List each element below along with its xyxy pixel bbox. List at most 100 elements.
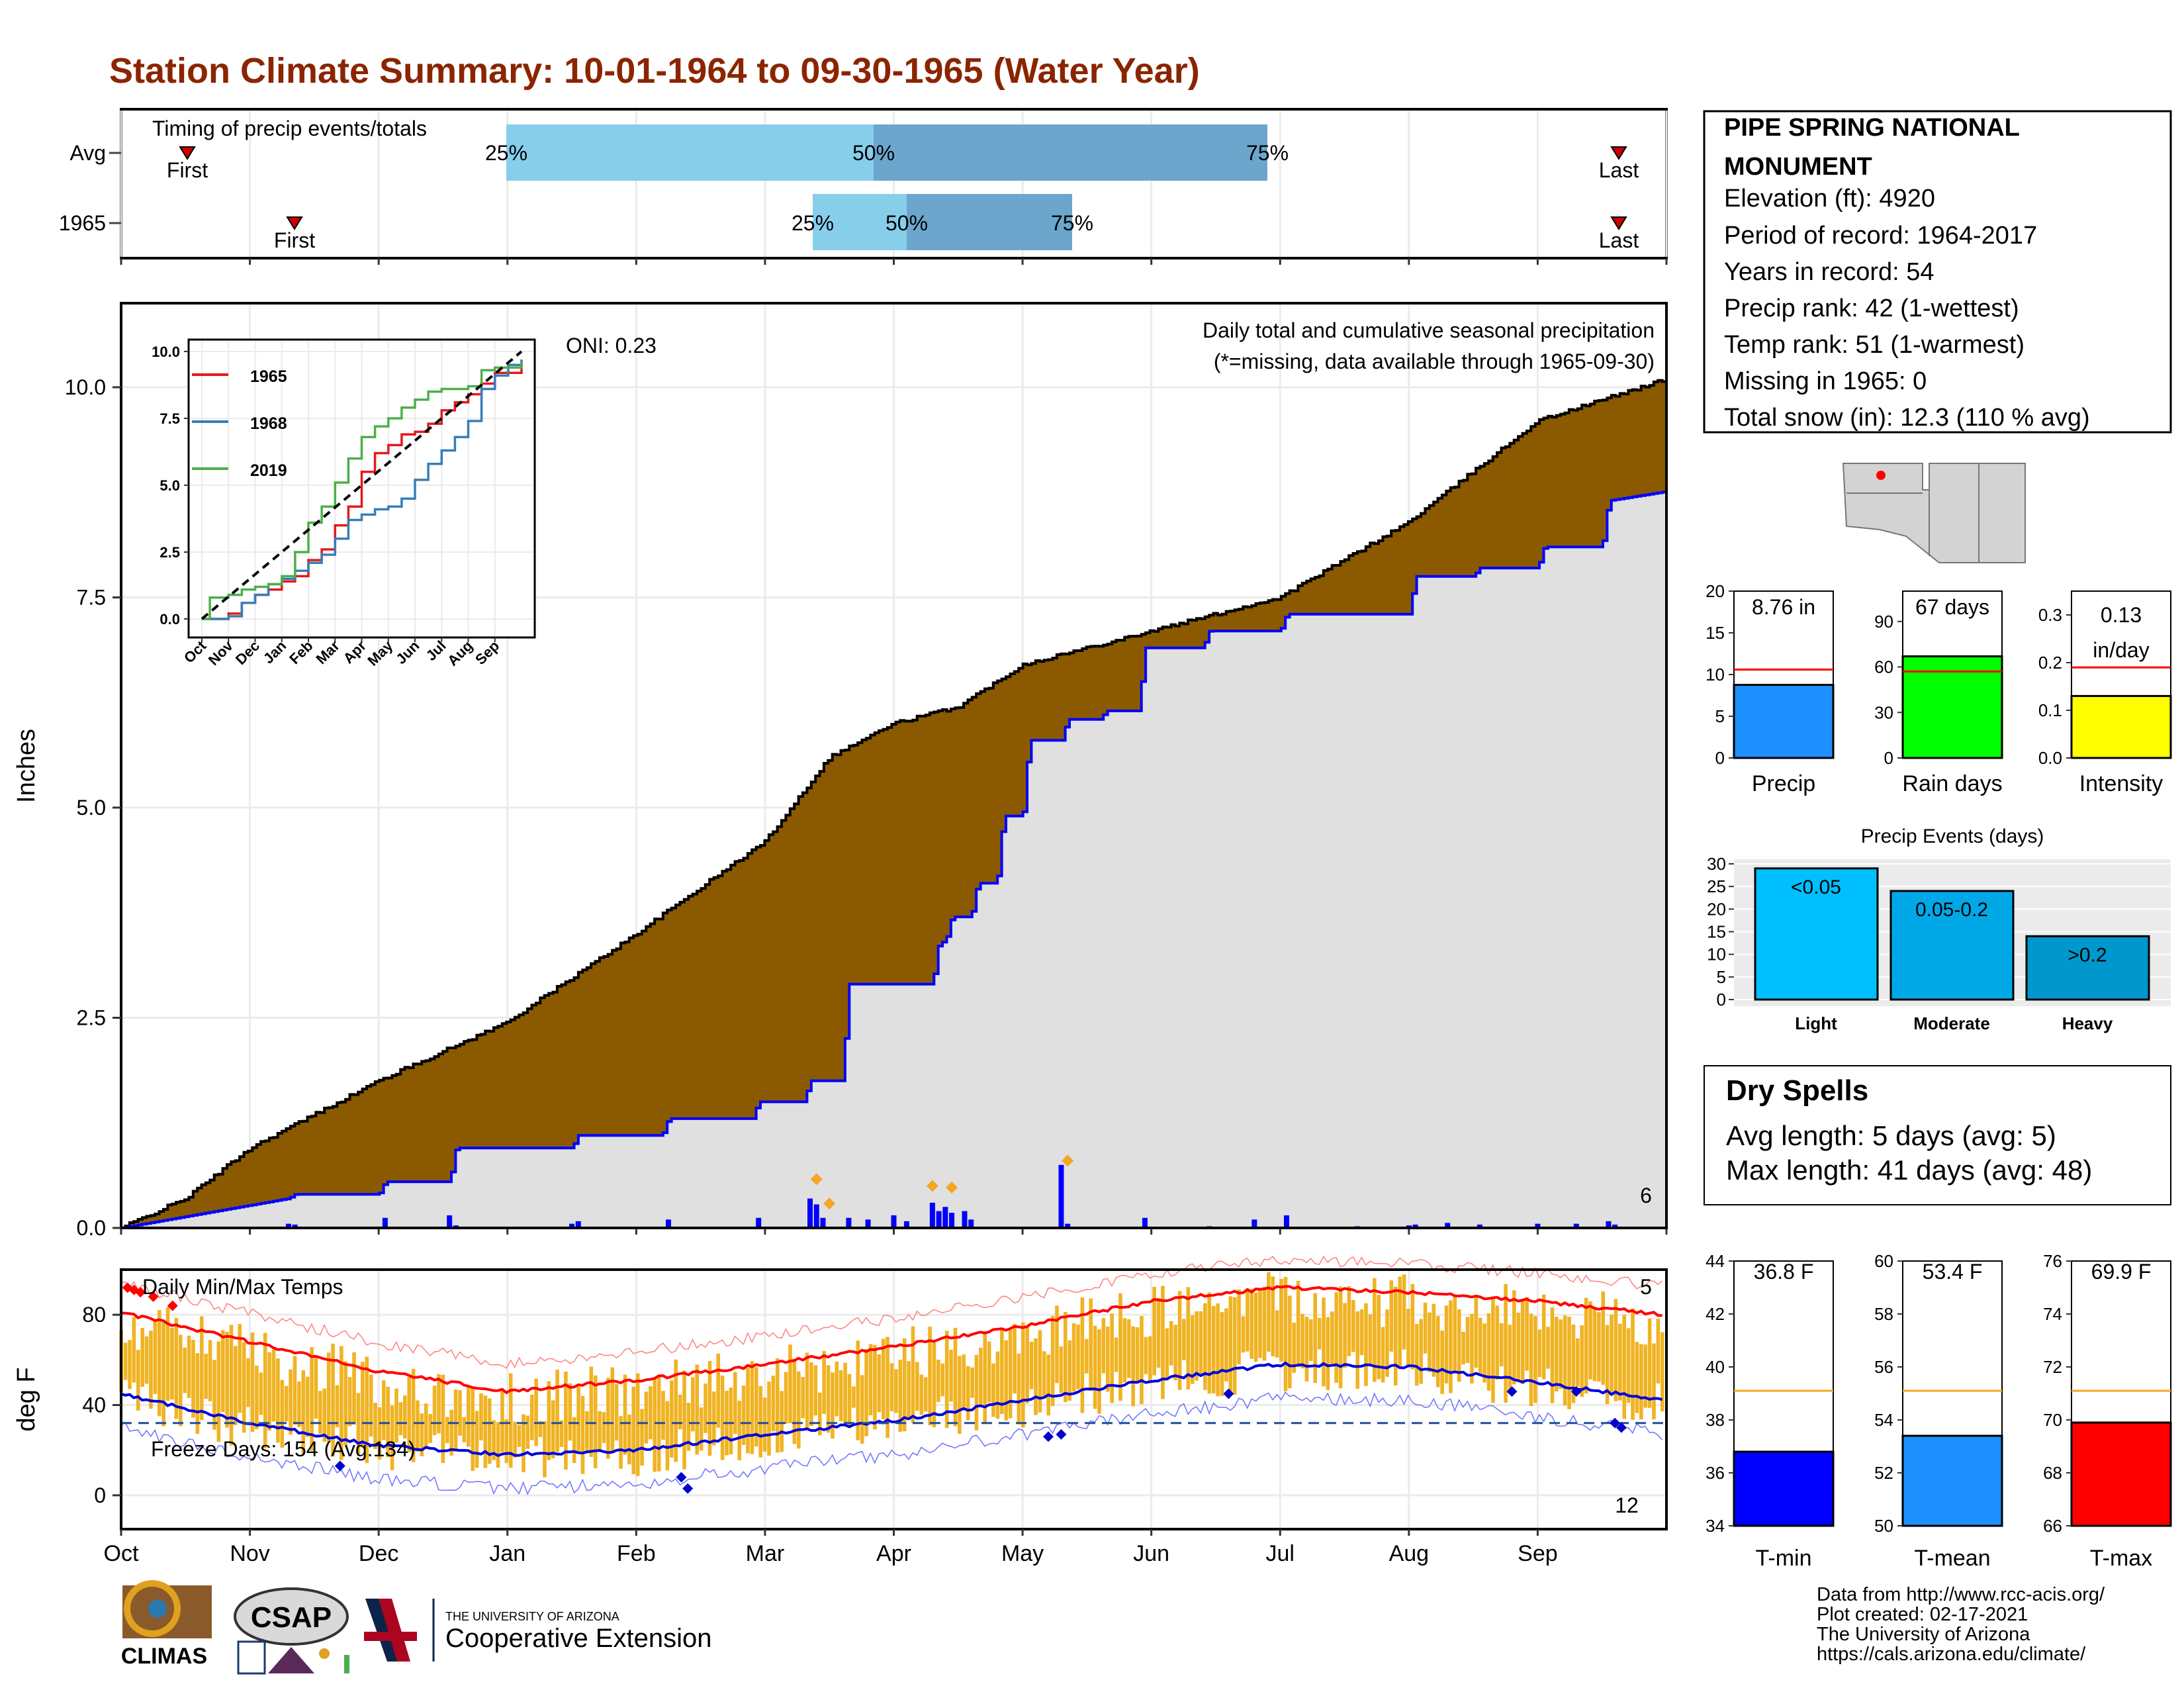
- temp-day-bar: [589, 1366, 594, 1457]
- temp-day-bar: [1046, 1354, 1050, 1416]
- temp-day-bar: [661, 1391, 665, 1440]
- temp-day-bar: [1021, 1322, 1025, 1428]
- temp-day-bar: [377, 1407, 382, 1460]
- precip-day-bar: [929, 1202, 935, 1228]
- temp-day-bar: [199, 1316, 204, 1421]
- page-title: Station Climate Summary: 10-01-1964 to 0…: [109, 51, 1200, 91]
- summary-value-text-unit: in/day: [2093, 638, 2149, 662]
- temp-day-bar: [1042, 1351, 1046, 1397]
- temp-day-bar: [792, 1358, 797, 1444]
- temp-day-bar: [1347, 1286, 1351, 1356]
- temp-day-bar: [1076, 1324, 1080, 1389]
- summary-y-tick: 0.1: [2038, 700, 2062, 720]
- temp-day-bar: [1618, 1323, 1622, 1401]
- csap-logo: CSAP: [234, 1587, 349, 1675]
- temp-day-bar: [1317, 1317, 1322, 1350]
- temp-day-bar: [1359, 1309, 1364, 1356]
- temp-day-bar: [614, 1383, 619, 1441]
- temp-day-bar: [1478, 1317, 1482, 1376]
- temp-day-bar: [1080, 1297, 1085, 1413]
- temp-day-bar: [1406, 1309, 1410, 1366]
- temp-day-bar: [627, 1414, 631, 1465]
- record-low-marker: [1056, 1429, 1067, 1440]
- temp-day-bar: [340, 1346, 343, 1460]
- month-tick: Dec: [359, 1541, 398, 1566]
- temp-day-bar: [259, 1372, 263, 1415]
- station-years: Years in record: 54: [1724, 258, 1934, 286]
- events-title: Precip Events (days): [1861, 825, 2044, 847]
- temp-day-bar: [504, 1419, 509, 1464]
- temp-day-bar: [347, 1377, 352, 1427]
- temp-day-bar: [1322, 1297, 1326, 1387]
- event-bar-text: >0.2: [2068, 944, 2107, 966]
- temp-day-bar: [369, 1374, 373, 1437]
- temp-day-bar: [746, 1367, 750, 1454]
- temp-day-bar: [889, 1363, 894, 1411]
- temp-day-bar: [1610, 1315, 1614, 1393]
- temp-day-bar: [551, 1400, 555, 1458]
- summary-y-tick: 15: [1706, 623, 1725, 643]
- temp-day-bar: [1177, 1291, 1182, 1390]
- temp-day-bar: [238, 1324, 242, 1413]
- footer-line1: Data from http://www.rcc-acis.org/: [1817, 1584, 2105, 1605]
- temp-day-bar: [271, 1350, 276, 1422]
- timing-avg-last-marker: [1610, 146, 1627, 160]
- temp-panel-label: Daily Min/Max Temps: [142, 1275, 343, 1299]
- temp-day-bar: [1220, 1312, 1224, 1397]
- timing-1965-first-marker: [286, 216, 303, 230]
- summary-bar-charts: 0 5 10 15 20 Precip 8.76 in 0 30 60 90 Rain days 67 …: [1706, 581, 2172, 796]
- temp-day-bar: [813, 1365, 818, 1416]
- temp-day-bar: [1059, 1346, 1064, 1393]
- temp-day-bar: [886, 1336, 889, 1438]
- precip-1965-line: [121, 491, 1668, 1229]
- temp-day-bar: [1550, 1307, 1555, 1403]
- temp-day-bar: [1152, 1287, 1156, 1376]
- precip-day-bar: [1445, 1223, 1451, 1228]
- temp-day-bar: [1110, 1313, 1114, 1403]
- summary-y-tick: 0: [1715, 748, 1725, 768]
- temp-day-bar: [1453, 1295, 1457, 1371]
- timing-panel: Timing of precip events/totals Avg 1965 …: [59, 108, 1668, 265]
- temp-day-bar: [817, 1392, 822, 1436]
- inset-legend-2019: 2019: [250, 461, 287, 480]
- temp-day-bar: [1105, 1326, 1110, 1392]
- precip-day-bar: [942, 1207, 948, 1228]
- temp-summary-y-tick: 60: [1874, 1251, 1893, 1271]
- temp-day-bar: [356, 1393, 361, 1454]
- inset-series-lines: [201, 350, 523, 620]
- hot-count-label: 5: [1640, 1275, 1652, 1299]
- temp-summary-label: T-min: [1756, 1546, 1812, 1571]
- temp-day-bar: [242, 1342, 246, 1433]
- precip-day-bar: [665, 1219, 671, 1228]
- temp-day-bar: [1504, 1284, 1508, 1403]
- temp-day-bar: [1275, 1310, 1279, 1358]
- temp-day-bar: [907, 1361, 911, 1420]
- temp-day-bar: [1444, 1305, 1449, 1383]
- temp-day-bar: [801, 1377, 805, 1419]
- timing-1965-75: 75%: [1051, 211, 1093, 235]
- temp-day-bar: [1343, 1303, 1347, 1368]
- temp-day-bar: [1216, 1303, 1220, 1397]
- precip-day-bar: [962, 1211, 968, 1228]
- temp-day-bar: [1491, 1297, 1495, 1403]
- temp-day-bar: [1089, 1298, 1093, 1391]
- temp-day-bar: [1419, 1319, 1423, 1384]
- temp-day-bar: [225, 1331, 229, 1428]
- timing-avg-50: 50%: [852, 141, 895, 165]
- temp-day-bar: [229, 1325, 234, 1446]
- temp-day-bar: [280, 1380, 285, 1448]
- precip-day-bar: [936, 1211, 942, 1228]
- temp-day-bar: [1432, 1303, 1436, 1377]
- temp-day-bar: [750, 1361, 754, 1454]
- temp-day-bar: [398, 1402, 403, 1436]
- events-y-tick: 20: [1707, 899, 1726, 919]
- timing-avg-75: 75%: [1246, 141, 1289, 165]
- temp-day-bar: [500, 1391, 504, 1453]
- temp-day-bar: [1144, 1336, 1148, 1374]
- temp-day-bar: [1186, 1287, 1191, 1389]
- summary-y-tick: 0: [1884, 748, 1893, 768]
- temp-day-bar: [686, 1403, 691, 1451]
- precip-average-line: [121, 377, 1668, 1229]
- temp-day-bar: [1267, 1272, 1271, 1352]
